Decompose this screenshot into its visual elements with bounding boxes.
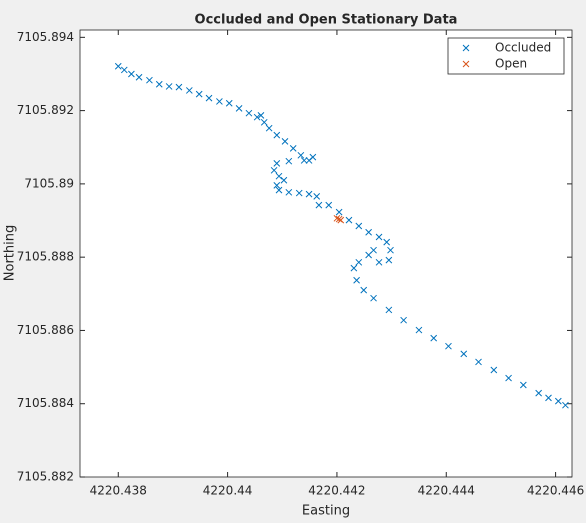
point xyxy=(360,286,368,294)
point xyxy=(375,233,383,241)
point xyxy=(535,389,543,397)
point xyxy=(120,66,128,74)
point xyxy=(273,131,281,139)
y-tick-label: 7105.89 xyxy=(24,176,74,190)
point xyxy=(345,216,353,224)
point xyxy=(257,112,265,119)
point xyxy=(370,294,377,302)
point xyxy=(387,246,394,254)
legend-box xyxy=(447,37,565,75)
point xyxy=(165,83,173,90)
point xyxy=(225,99,233,107)
point xyxy=(270,166,278,174)
point xyxy=(146,76,153,84)
point xyxy=(295,189,303,197)
point xyxy=(235,105,243,112)
legend-label: Open xyxy=(495,57,527,71)
point xyxy=(400,316,407,324)
point xyxy=(135,73,143,81)
point xyxy=(337,216,345,224)
legend-marker xyxy=(462,60,470,68)
x-axis-label: Easting xyxy=(302,504,350,519)
point xyxy=(445,342,452,350)
point xyxy=(562,401,569,409)
point xyxy=(300,157,308,164)
point xyxy=(460,350,468,358)
point xyxy=(490,366,498,374)
x-tick-label: 4220.446 xyxy=(527,484,584,498)
point xyxy=(175,83,183,91)
point xyxy=(305,190,313,198)
point xyxy=(313,192,321,200)
point xyxy=(350,264,358,272)
point xyxy=(365,228,372,236)
point xyxy=(333,214,341,222)
point xyxy=(281,138,289,145)
x-tick-label: 4220.438 xyxy=(90,484,147,498)
point xyxy=(519,381,527,389)
legend-label: Occluded xyxy=(495,41,551,55)
point xyxy=(275,186,283,194)
point xyxy=(325,201,333,209)
point xyxy=(216,98,223,105)
point xyxy=(315,201,323,209)
point xyxy=(280,176,288,184)
point xyxy=(554,397,562,405)
point xyxy=(285,157,293,165)
y-tick-label: 7105.888 xyxy=(17,250,74,264)
x-tick-label: 4220.44 xyxy=(203,484,253,498)
point xyxy=(260,118,268,126)
y-tick-label: 7105.884 xyxy=(17,396,74,410)
point xyxy=(128,70,135,78)
y-tick-label: 7105.892 xyxy=(17,103,74,117)
point xyxy=(285,188,293,196)
point xyxy=(375,258,383,266)
point xyxy=(475,358,482,366)
y-axis-label: Northing xyxy=(3,225,18,281)
point xyxy=(335,208,343,216)
point xyxy=(415,326,423,334)
point xyxy=(289,144,297,152)
y-tick-label: 7105.886 xyxy=(17,323,74,337)
point xyxy=(309,153,317,161)
point xyxy=(273,181,281,189)
point xyxy=(155,80,163,88)
point xyxy=(273,160,281,167)
y-tick-label: 7105.882 xyxy=(17,470,74,484)
point xyxy=(245,109,253,117)
point xyxy=(185,87,193,94)
y-tick-label: 7105.894 xyxy=(17,30,74,44)
legend-marker xyxy=(462,44,470,52)
point xyxy=(505,374,512,382)
point xyxy=(545,394,552,402)
point xyxy=(385,256,393,264)
point xyxy=(355,258,363,266)
point xyxy=(383,238,391,246)
point xyxy=(114,62,122,70)
point xyxy=(275,172,283,180)
point xyxy=(205,94,213,102)
point xyxy=(430,334,438,342)
point xyxy=(355,222,363,230)
point xyxy=(353,276,360,284)
point xyxy=(297,151,305,159)
point xyxy=(195,90,203,98)
plot-area xyxy=(79,29,573,478)
x-tick-label: 4220.444 xyxy=(418,484,475,498)
chart-title: Occluded and Open Stationary Data xyxy=(195,13,458,28)
point xyxy=(253,113,261,121)
point xyxy=(265,124,273,132)
x-tick-label: 4220.442 xyxy=(308,484,365,498)
point xyxy=(385,306,393,314)
point xyxy=(365,251,372,259)
